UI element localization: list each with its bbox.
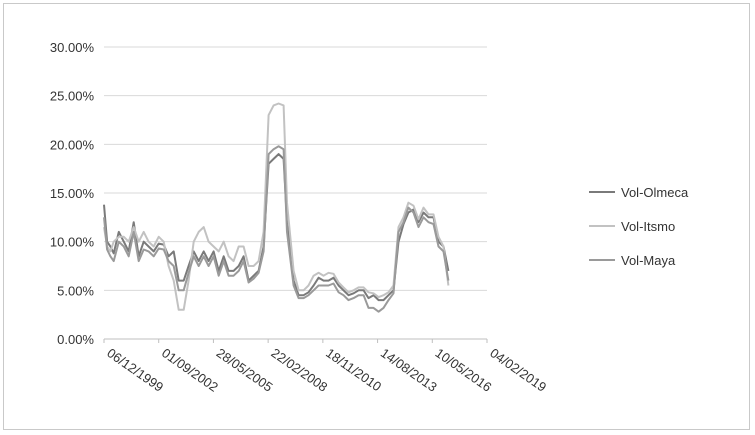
x-tick-label: 18/11/2010 — [323, 345, 384, 394]
series-line-vol-itsmo — [103, 102, 450, 311]
x-tick-label: 01/09/2002 — [159, 345, 221, 395]
x-tick-label: 04/02/2019 — [487, 345, 549, 395]
gridlines — [104, 46, 487, 340]
series-lines — [103, 102, 450, 313]
y-tick-label: 0.00% — [57, 332, 94, 347]
legend-label: Vol-Olmeca — [621, 185, 689, 200]
x-tick-label: 10/05/2016 — [433, 345, 495, 395]
y-tick-label: 30.00% — [50, 40, 95, 55]
x-axis: 06/12/199901/09/200228/05/200522/02/2008… — [103, 338, 549, 395]
legend: Vol-Olmeca Vol-Itsmo Vol-Maya — [589, 185, 689, 268]
y-tick-label: 25.00% — [50, 89, 95, 104]
series-line-vol-maya — [103, 145, 450, 313]
line-chart: 0.00% 5.00% 10.00% 15.00% 20.00% 25.00% 30.00%… — [50, 40, 689, 395]
legend-label: Vol-Itsmo — [621, 219, 675, 234]
series-line-vol-olmeca — [103, 153, 450, 302]
y-tick-label: 5.00% — [57, 283, 94, 298]
y-axis: 0.00% 5.00% 10.00% 15.00% 20.00% 25.00% 30.00% — [50, 40, 95, 347]
chart-frame: 0.00% 5.00% 10.00% 15.00% 20.00% 25.00% 30.00%… — [3, 3, 750, 430]
y-tick-label: 20.00% — [50, 137, 95, 152]
x-tick-label: 28/05/2005 — [214, 345, 276, 395]
x-tick-label: 14/08/2013 — [378, 345, 440, 395]
legend-label: Vol-Maya — [621, 253, 676, 268]
y-tick-label: 10.00% — [50, 235, 95, 250]
x-tick-label: 06/12/1999 — [104, 345, 166, 395]
y-tick-label: 15.00% — [50, 186, 95, 201]
x-tick-label: 22/02/2008 — [268, 345, 330, 395]
